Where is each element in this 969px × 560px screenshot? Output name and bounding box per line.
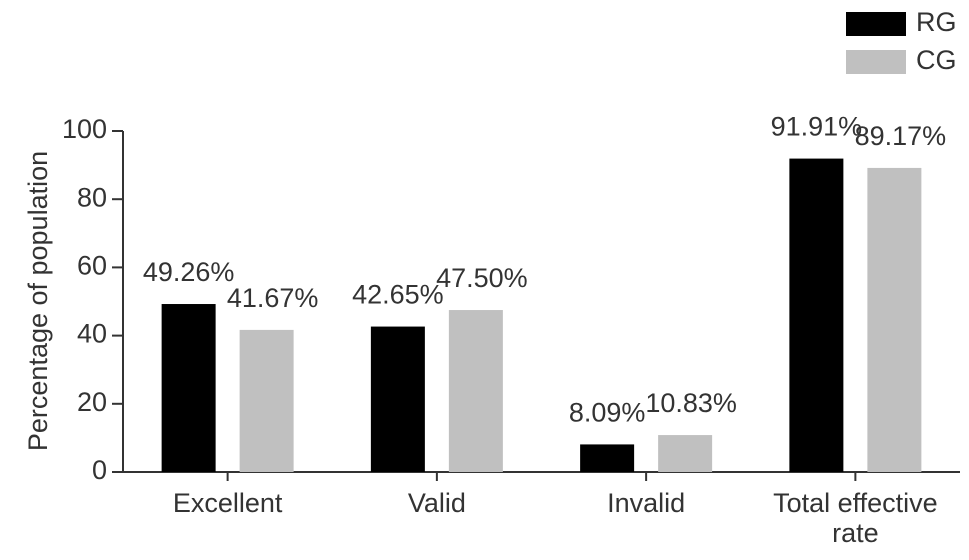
x-tick-label: Invalid bbox=[607, 488, 686, 518]
bar bbox=[448, 310, 503, 472]
y-tick-label: 100 bbox=[62, 114, 107, 144]
bar bbox=[239, 329, 294, 472]
value-label: 49.26% bbox=[143, 257, 235, 287]
y-tick-label: 40 bbox=[77, 319, 107, 349]
y-axis-label: Percentage of population bbox=[23, 151, 53, 451]
value-label: 91.91% bbox=[771, 112, 863, 142]
bar bbox=[161, 304, 216, 472]
bar bbox=[370, 326, 425, 472]
legend-swatch bbox=[846, 50, 906, 74]
legend-label: CG bbox=[916, 45, 957, 75]
y-tick-label: 0 bbox=[92, 455, 107, 485]
value-label: 8.09% bbox=[569, 398, 646, 428]
x-tick-label: Excellent bbox=[172, 488, 283, 518]
y-tick-label: 80 bbox=[77, 182, 107, 212]
value-label: 42.65% bbox=[352, 280, 444, 310]
value-label: 10.83% bbox=[645, 388, 737, 418]
bar bbox=[789, 158, 844, 472]
value-label: 47.50% bbox=[436, 263, 528, 293]
value-label: 41.67% bbox=[227, 283, 319, 313]
bar bbox=[867, 167, 922, 472]
value-label: 89.17% bbox=[855, 121, 947, 151]
legend-label: RG bbox=[916, 7, 957, 37]
x-tick-label: Valid bbox=[407, 488, 466, 518]
x-tick-label: Total effective rate bbox=[773, 488, 938, 548]
legend-swatch bbox=[846, 12, 906, 36]
y-tick-label: 20 bbox=[77, 387, 107, 417]
y-tick-label: 60 bbox=[77, 251, 107, 281]
bar bbox=[580, 444, 635, 472]
bar bbox=[658, 435, 713, 472]
